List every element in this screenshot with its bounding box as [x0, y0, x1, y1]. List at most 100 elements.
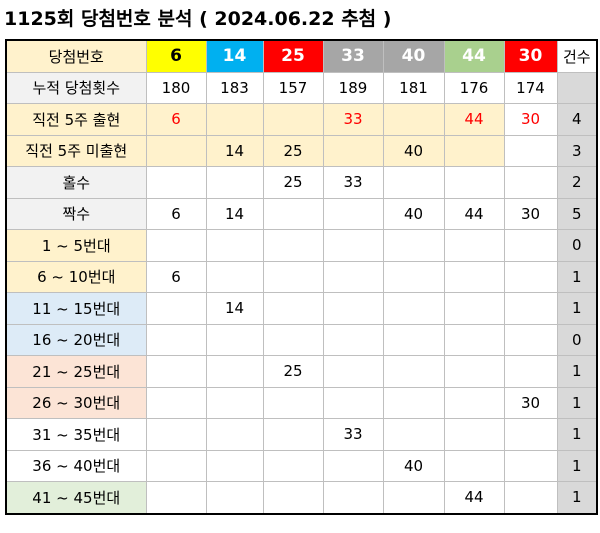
row-label: 직전 5주 출현 [5, 103, 147, 136]
table-cell [382, 386, 445, 419]
table-cell [443, 323, 505, 356]
table-cell: 30 [503, 103, 558, 136]
table-cell [145, 481, 207, 515]
table-cell [322, 355, 384, 388]
row-label: 26 ~ 30번대 [5, 386, 147, 419]
row-label: 홀수 [5, 166, 147, 199]
number-ball-6: 6 [145, 39, 207, 73]
table-cell: 157 [262, 71, 324, 104]
number-ball-40: 40 [382, 39, 445, 73]
table-cell [382, 323, 445, 356]
row-label: 16 ~ 20번대 [5, 323, 147, 356]
table-cell [145, 134, 207, 167]
table-cell [322, 386, 384, 419]
table-cell [382, 418, 445, 451]
table-cell [322, 481, 384, 515]
count-cell: 5 [556, 197, 598, 230]
table-cell [443, 229, 505, 262]
count-cell: 3 [556, 134, 598, 167]
table-cell [382, 229, 445, 262]
header-label: 당첨번호 [5, 39, 147, 73]
table-cell [145, 292, 207, 325]
table-row: 누적 당첨횟수 180 183 157 189 181 176 174 [5, 71, 598, 104]
table-cell [382, 103, 445, 136]
table-cell [205, 229, 264, 262]
row-label: 짝수 [5, 197, 147, 230]
number-ball-25: 25 [262, 39, 324, 73]
table-cell [443, 449, 505, 482]
table-cell [262, 418, 324, 451]
table-cell: 176 [443, 71, 505, 104]
count-cell: 0 [556, 229, 598, 262]
count-cell: 4 [556, 103, 598, 136]
row-label: 6 ~ 10번대 [5, 260, 147, 293]
table-cell [145, 418, 207, 451]
lotto-analysis-table: 당첨번호 6 14 25 33 40 44 30 건수 누적 당첨횟수 180 … [5, 39, 598, 515]
table-row: 직전 5주 미출현 14 25 40 3 [5, 134, 598, 167]
number-ball-44: 44 [443, 39, 505, 73]
table-cell [262, 260, 324, 293]
table-cell [443, 418, 505, 451]
table-row: 41 ~ 45번대 44 1 [5, 481, 598, 515]
table-cell [262, 449, 324, 482]
table-cell [205, 418, 264, 451]
table-row: 직전 5주 출현 6 33 44 30 4 [5, 103, 598, 136]
page-title: 1125회 당첨번호 분석 ( 2024.06.22 추첨 ) [4, 8, 392, 30]
table-cell: 183 [205, 71, 264, 104]
table-cell [205, 449, 264, 482]
table-row: 21 ~ 25번대 25 1 [5, 355, 598, 388]
table-row: 짝수 6 14 40 44 30 5 [5, 197, 598, 230]
table-cell: 40 [382, 134, 445, 167]
table-row: 1 ~ 5번대 0 [5, 229, 598, 262]
header-row: 당첨번호 6 14 25 33 40 44 30 건수 [5, 39, 598, 73]
table-cell [382, 355, 445, 388]
table-cell: 14 [205, 197, 264, 230]
table-cell [503, 355, 558, 388]
table-cell [262, 103, 324, 136]
table-cell [262, 386, 324, 419]
count-cell: 2 [556, 166, 598, 199]
table-cell [443, 260, 505, 293]
table-cell: 40 [382, 449, 445, 482]
count-header: 건수 [556, 39, 598, 73]
table-cell [322, 292, 384, 325]
table-cell [262, 197, 324, 230]
count-cell: 1 [556, 292, 598, 325]
table-cell [322, 260, 384, 293]
table-cell [382, 166, 445, 199]
table-cell: 33 [322, 166, 384, 199]
table-cell [205, 103, 264, 136]
table-cell [382, 292, 445, 325]
table-row: 홀수 25 33 2 [5, 166, 598, 199]
table-cell: 30 [503, 197, 558, 230]
table-cell [205, 355, 264, 388]
table-cell [503, 229, 558, 262]
count-cell [556, 71, 598, 104]
table-cell [382, 260, 445, 293]
table-cell [443, 355, 505, 388]
table-cell [262, 229, 324, 262]
row-label: 11 ~ 15번대 [5, 292, 147, 325]
table-row: 11 ~ 15번대 14 1 [5, 292, 598, 325]
table-cell [503, 166, 558, 199]
table-cell [322, 449, 384, 482]
table-cell [503, 134, 558, 167]
table-cell [503, 323, 558, 356]
table-cell [145, 166, 207, 199]
table-cell: 44 [443, 481, 505, 515]
table-cell [503, 481, 558, 515]
number-ball-30: 30 [503, 39, 558, 73]
table-cell: 181 [382, 71, 445, 104]
row-label: 21 ~ 25번대 [5, 355, 147, 388]
count-cell: 0 [556, 323, 598, 356]
table-cell [205, 481, 264, 515]
table-cell: 40 [382, 197, 445, 230]
count-cell: 1 [556, 449, 598, 482]
table-cell [503, 418, 558, 451]
table-cell [503, 449, 558, 482]
table-cell [205, 260, 264, 293]
table-cell [145, 323, 207, 356]
table-cell [322, 134, 384, 167]
table-cell [443, 134, 505, 167]
table-cell [322, 323, 384, 356]
